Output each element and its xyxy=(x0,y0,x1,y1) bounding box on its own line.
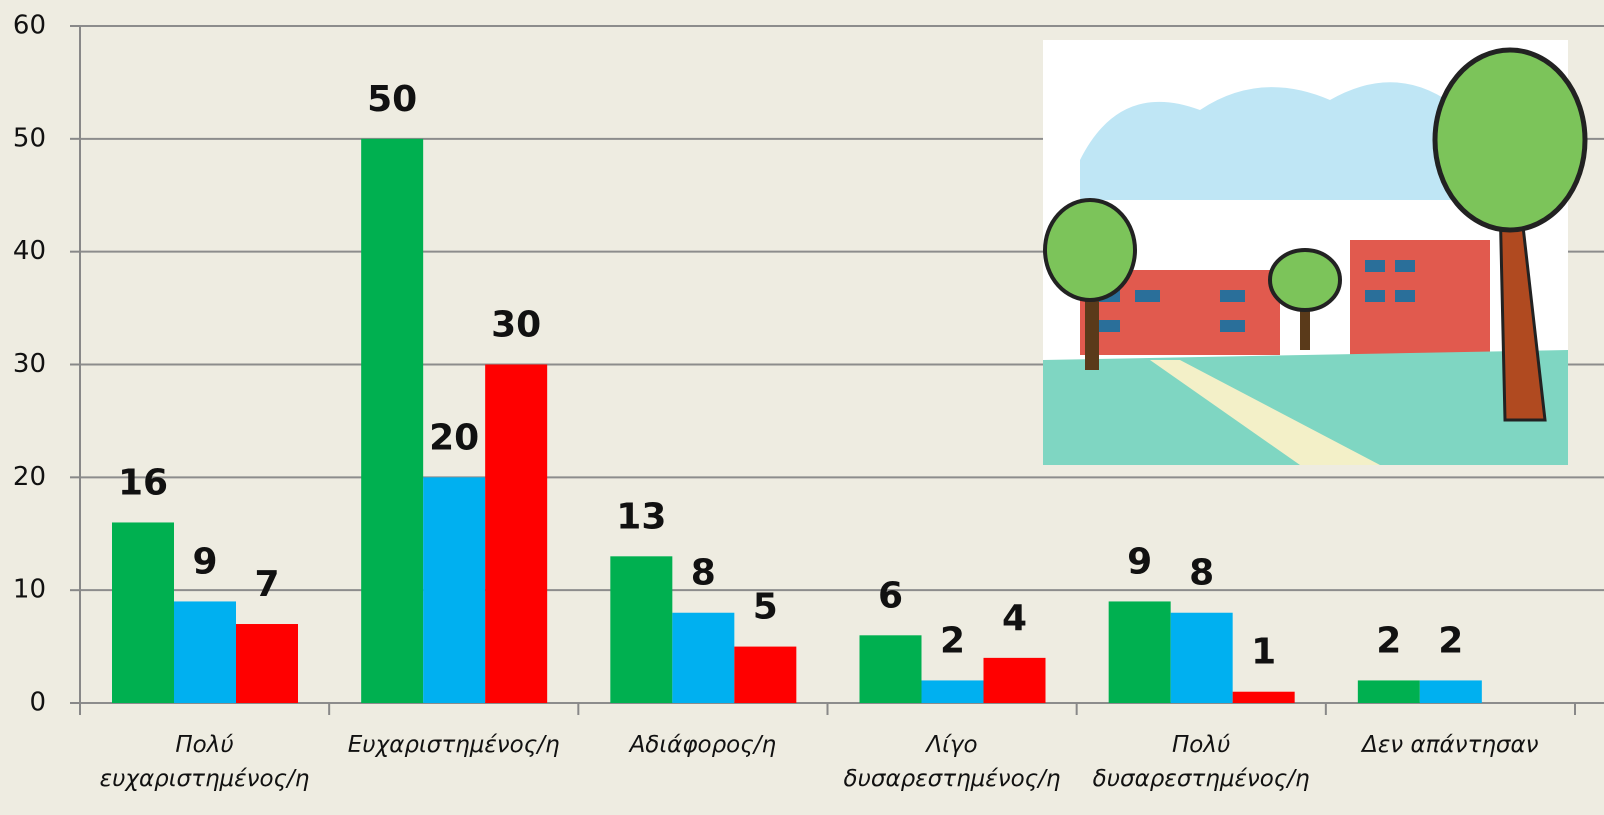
bar xyxy=(174,601,236,703)
data-label: 2 xyxy=(940,620,965,661)
y-tick-label: 20 xyxy=(13,462,46,492)
data-label: 2 xyxy=(1438,620,1463,661)
data-label: 5 xyxy=(753,587,778,628)
data-label: 7 xyxy=(254,564,279,605)
bar xyxy=(423,477,485,703)
bar xyxy=(860,635,922,703)
data-label: 20 xyxy=(429,417,479,458)
bar xyxy=(1109,601,1171,703)
data-label: 2 xyxy=(1376,620,1401,661)
bar xyxy=(610,556,672,703)
bar xyxy=(485,365,547,704)
y-tick-label: 50 xyxy=(13,123,46,153)
bar xyxy=(984,658,1046,703)
bar xyxy=(1233,692,1295,703)
x-tick-label: Λίγο δυσαρεστημένος/η xyxy=(828,728,1077,796)
bar xyxy=(112,522,174,703)
page: 01020304050601697502030138562498122 Πολύ… xyxy=(0,0,1604,815)
bar xyxy=(361,139,423,703)
bar xyxy=(672,613,734,703)
data-label: 1 xyxy=(1251,632,1276,673)
bar xyxy=(734,647,796,703)
data-label: 4 xyxy=(1002,598,1027,639)
y-tick-label: 0 xyxy=(29,688,46,718)
y-tick-label: 60 xyxy=(13,11,46,41)
chart: 01020304050601697502030138562498122 xyxy=(0,0,1604,815)
bar xyxy=(1358,680,1420,703)
bar xyxy=(1420,680,1482,703)
data-label: 8 xyxy=(691,553,716,594)
data-label: 9 xyxy=(1127,541,1152,582)
data-label: 50 xyxy=(367,79,417,120)
y-tick-label: 40 xyxy=(13,236,46,266)
x-tick-label: Δεν απάντησαν xyxy=(1326,728,1575,762)
x-tick-label: Πολύ δυσαρεστημένος/η xyxy=(1077,728,1326,796)
data-label: 6 xyxy=(878,575,903,616)
data-label: 13 xyxy=(616,496,666,537)
bar xyxy=(236,624,298,703)
x-tick-label: Αδιάφορος/η xyxy=(578,728,827,762)
school-illustration xyxy=(1043,40,1585,465)
data-label: 30 xyxy=(491,305,541,346)
x-tick-label: Πολύ ευχαριστημένος/η xyxy=(80,728,329,796)
data-label: 9 xyxy=(192,541,217,582)
bar xyxy=(1171,613,1233,703)
y-tick-label: 10 xyxy=(13,575,46,605)
data-label: 16 xyxy=(118,462,168,503)
data-label: 8 xyxy=(1189,553,1214,594)
y-tick-label: 30 xyxy=(13,349,46,379)
bar xyxy=(922,680,984,703)
x-tick-label: Ευχαριστημένος/η xyxy=(329,728,578,762)
